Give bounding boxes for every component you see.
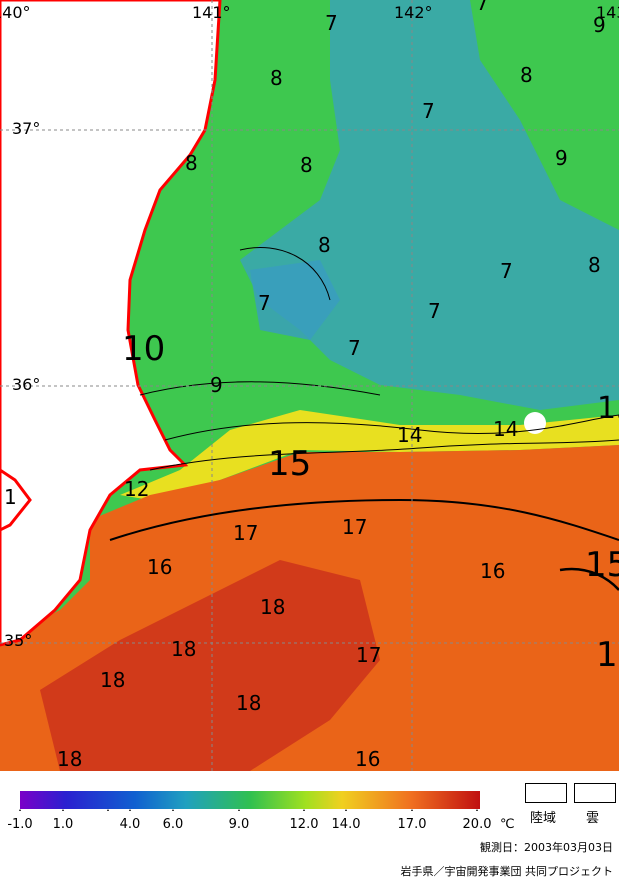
contour-label: 15 — [268, 444, 311, 484]
lon-label: 141° — [192, 3, 231, 22]
tick-mark — [172, 809, 174, 811]
cloud-label: 雲 — [586, 811, 600, 826]
contour-label: 7 — [428, 299, 441, 323]
contour-label: 8 — [588, 253, 601, 277]
contour-label: 8 — [185, 151, 198, 175]
tick-mark — [107, 809, 109, 811]
contour-label: 9 — [210, 373, 223, 397]
contour-label: 8 — [520, 63, 533, 87]
legend-tick: 12.0 — [289, 817, 319, 832]
sst-map-svg: 140° 141° 142° 143° 37° 36° 35° 7 7 7 8 … — [0, 0, 619, 771]
contour-label: 17 — [233, 521, 258, 545]
graticule — [0, 0, 619, 771]
land-swatch — [525, 783, 567, 803]
color-bar — [20, 791, 480, 809]
contour-label: 17 — [342, 515, 367, 539]
land-honshu — [0, 0, 222, 647]
contour-lines — [109, 246, 619, 591]
contour-label: 7 — [422, 99, 435, 123]
contour-label: 18 — [236, 691, 261, 715]
contour-label: 18 — [260, 595, 285, 619]
contour-label: 17 — [356, 643, 381, 667]
contour-label: 16 — [480, 559, 505, 583]
contour-label: 10 — [122, 329, 165, 369]
contour-label: 7 — [348, 336, 361, 360]
tick-mark — [303, 809, 305, 811]
tick-mark — [19, 809, 21, 811]
sst-map: 140° 141° 142° 143° 37° 36° 35° 7 7 7 8 … — [0, 0, 619, 771]
contour-label: 18 — [100, 668, 125, 692]
contour-label: 15 — [596, 635, 619, 675]
legend-tick: 20.0 — [462, 817, 492, 832]
tick-mark — [476, 809, 478, 811]
color-scale — [19, 791, 480, 811]
land-label: 陸域 — [530, 811, 557, 826]
legend-tick: 6.0 — [162, 817, 184, 832]
unit-label: ℃ — [500, 817, 515, 832]
cloud-swatch — [574, 783, 616, 803]
lat-label: 36° — [12, 375, 40, 394]
legend-tick: 9.0 — [228, 817, 250, 832]
cold-water-region — [240, 0, 619, 410]
cloud-patch — [524, 412, 546, 434]
credit-text: 岩手県／宇宙開発事業団 共同プロジェクト — [400, 865, 614, 878]
legend-tick: 1.0 — [52, 817, 74, 832]
contour-label: 8 — [300, 153, 313, 177]
contour-label: 9 — [593, 13, 606, 37]
lon-label: 142° — [394, 3, 433, 22]
contour-label: 9 — [555, 146, 568, 170]
tick-mark — [345, 809, 347, 811]
legend-tick: -1.0 — [7, 817, 33, 832]
contour-label: 14 — [493, 417, 518, 441]
land-boso — [0, 468, 32, 532]
legend-tick: 14.0 — [331, 817, 361, 832]
contour-label: 8 — [270, 66, 283, 90]
legend: -1.0 1.0 4.0 6.0 9.0 12.0 14.0 17.0 20.0… — [0, 771, 619, 881]
contour-label: 14 — [397, 423, 422, 447]
contour-label: 1 — [4, 485, 17, 509]
observation-date: 観測日：2003年03月03日 — [480, 841, 613, 854]
tick-mark — [62, 809, 64, 811]
contour-label: 16 — [147, 555, 172, 579]
contour-label: 18 — [171, 637, 196, 661]
contour-label: 18 — [57, 747, 82, 771]
tick-mark — [411, 809, 413, 811]
contour-label: 15 — [597, 391, 619, 426]
lat-label: 37° — [12, 119, 40, 138]
contour-label: 7 — [258, 291, 271, 315]
tick-mark — [129, 809, 131, 811]
contour-label: 7 — [325, 11, 338, 35]
cold-water-patch — [250, 260, 340, 340]
contour-label: 16 — [355, 747, 380, 771]
contour-label: 7 — [476, 0, 489, 15]
hot-water-region — [40, 560, 380, 771]
legend-tick: 17.0 — [397, 817, 427, 832]
lon-label: 143° — [596, 3, 619, 22]
contour-label: 15 — [585, 545, 619, 585]
front-yellow — [120, 410, 619, 500]
lon-label: 140° — [0, 3, 31, 22]
legend-tick: 4.0 — [119, 817, 141, 832]
contour-label: 12 — [124, 477, 149, 501]
tick-mark — [238, 809, 240, 811]
contour-label: 7 — [500, 259, 513, 283]
lat-label: 35° — [4, 631, 32, 650]
contour-labels: 7 7 7 8 8 8 9 8 8 7 7 7 7 9 8 10 9 14 14… — [4, 0, 619, 771]
contour-label: 8 — [318, 233, 331, 257]
